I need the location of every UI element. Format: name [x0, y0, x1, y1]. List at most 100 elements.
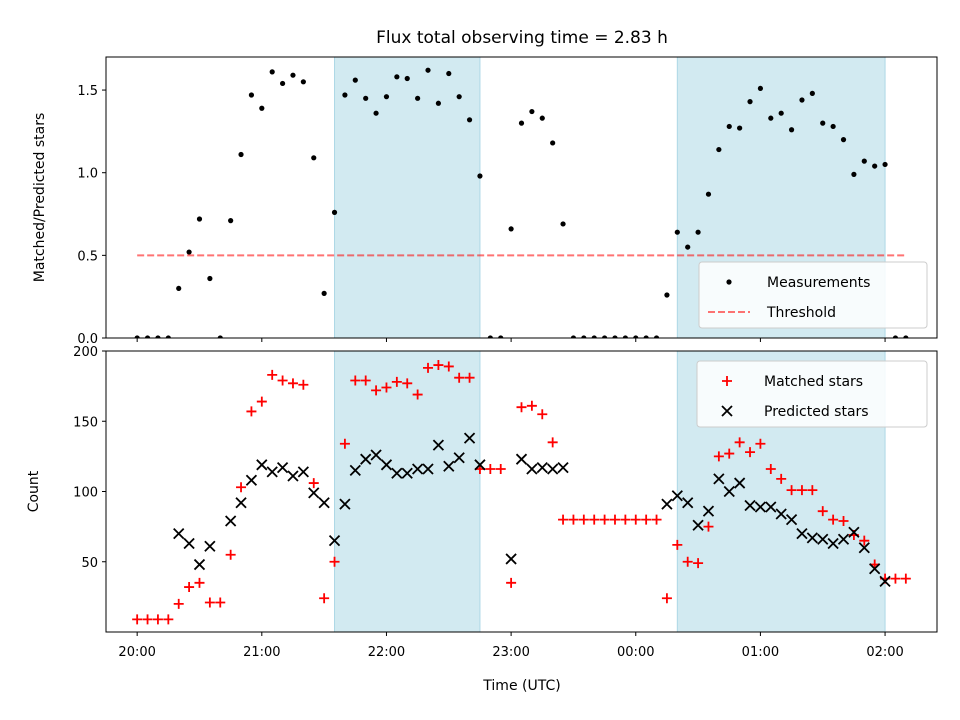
matched-star-point	[215, 597, 226, 608]
measurement-point	[560, 221, 566, 227]
y-tick-label: 200	[73, 345, 98, 360]
measurement-point	[394, 74, 400, 80]
measurement-point	[830, 123, 836, 130]
matched-star-point	[609, 514, 620, 525]
matched-star-point	[267, 369, 278, 380]
matched-star-point	[578, 514, 589, 525]
x-tick-label: 01:00	[742, 645, 779, 660]
matched-star-point	[194, 577, 205, 588]
matched-star-point	[204, 597, 215, 608]
measurement-point	[550, 140, 556, 146]
matched-star-point	[391, 376, 402, 387]
matched-star-point	[246, 406, 257, 417]
y-tick-label: 50	[81, 556, 98, 571]
matched-star-point	[703, 521, 714, 532]
measurement-point	[726, 123, 732, 130]
legend-marker-matched	[722, 376, 732, 386]
matched-star-point	[339, 438, 350, 449]
measurement-point	[342, 92, 348, 98]
measurement-point	[633, 335, 639, 338]
matched-star-point	[329, 556, 340, 567]
measurement-point	[456, 94, 462, 100]
matched-star-point	[132, 614, 143, 625]
predicted-star-point	[370, 449, 382, 461]
legend-label: Matched stars	[764, 374, 863, 390]
matched-star-point	[651, 514, 662, 525]
measurement-point	[134, 335, 140, 338]
measurement-point	[664, 292, 670, 298]
legend-label: Measurements	[767, 275, 870, 291]
measurement-point	[778, 110, 784, 116]
predicted-star-point	[204, 540, 216, 552]
matched-star-point	[163, 614, 174, 625]
matched-star-point	[526, 400, 537, 411]
predicted-star-point	[702, 505, 715, 517]
measurement-point	[903, 335, 909, 338]
matched-star-point	[173, 598, 184, 609]
matched-star-point	[381, 382, 392, 393]
predicted-star-point	[785, 513, 798, 526]
predicted-star-point	[671, 490, 683, 502]
predicted-star-point	[661, 498, 673, 510]
measurement-point	[539, 115, 545, 121]
x-tick-label: 20:00	[118, 645, 155, 660]
matched-star-point	[547, 437, 558, 448]
measurement-point	[757, 85, 764, 92]
measurement-point	[466, 117, 473, 123]
matched-star-point	[641, 514, 652, 525]
matched-star-point	[308, 478, 319, 489]
predicted-star-point	[453, 452, 465, 464]
predicted-star-point	[266, 466, 278, 478]
matched-star-point	[589, 514, 600, 525]
matched-star-point	[350, 375, 361, 386]
predicted-star-point	[744, 499, 756, 512]
matched-star-point	[724, 448, 735, 459]
matched-star-point	[796, 485, 807, 496]
measurement-point	[435, 100, 441, 106]
measurement-point	[591, 335, 597, 338]
matched-star-point	[225, 549, 236, 560]
predicted-star-point	[401, 467, 413, 479]
predicted-star-point	[463, 432, 476, 444]
matched-star-point	[713, 451, 724, 462]
matched-star-point	[236, 482, 247, 493]
measurement-point	[529, 108, 535, 115]
predicted-star-point	[796, 528, 808, 540]
measurement-point	[186, 249, 192, 255]
x-axis-label: Time (UTC)	[482, 678, 560, 694]
measurement-point	[674, 229, 680, 235]
measurement-point	[248, 92, 255, 98]
y-tick-label: 150	[73, 415, 98, 430]
top-panel-ylabel: Matched/Predicted stars	[32, 113, 48, 283]
measurement-point	[279, 80, 286, 87]
top-panel: 0.0 0.5 1.0 1.5 Measurements Threshold	[77, 56, 938, 347]
predicted-star-point	[318, 497, 330, 509]
measurement-point	[331, 209, 338, 215]
measurement-point	[612, 335, 618, 338]
measurement-point	[643, 335, 649, 338]
measurement-point	[840, 137, 847, 143]
y-tick-label: 0.5	[77, 249, 98, 264]
matched-star-point	[558, 514, 569, 525]
matched-star-point	[152, 614, 163, 625]
predicted-star-point	[411, 463, 424, 475]
predicted-star-point	[256, 459, 268, 471]
data-marks	[134, 67, 909, 338]
measurement-point	[768, 115, 774, 121]
measurement-point	[217, 335, 223, 338]
legend-marker-predicted	[721, 405, 733, 417]
measurement-point	[716, 146, 722, 153]
matched-star-point	[319, 593, 330, 604]
predicted-star-point	[869, 563, 881, 575]
y-tick-label: 100	[73, 486, 98, 501]
measurement-point	[882, 161, 888, 168]
measurement-point	[259, 105, 265, 111]
matched-star-point	[142, 614, 153, 625]
matched-star-point	[516, 402, 527, 413]
measurement-point	[518, 120, 525, 126]
predicted-star-point	[848, 526, 860, 538]
measurement-point	[809, 90, 815, 96]
measurement-point	[581, 335, 587, 338]
predicted-star-point	[287, 470, 299, 482]
measurement-point	[321, 290, 327, 296]
